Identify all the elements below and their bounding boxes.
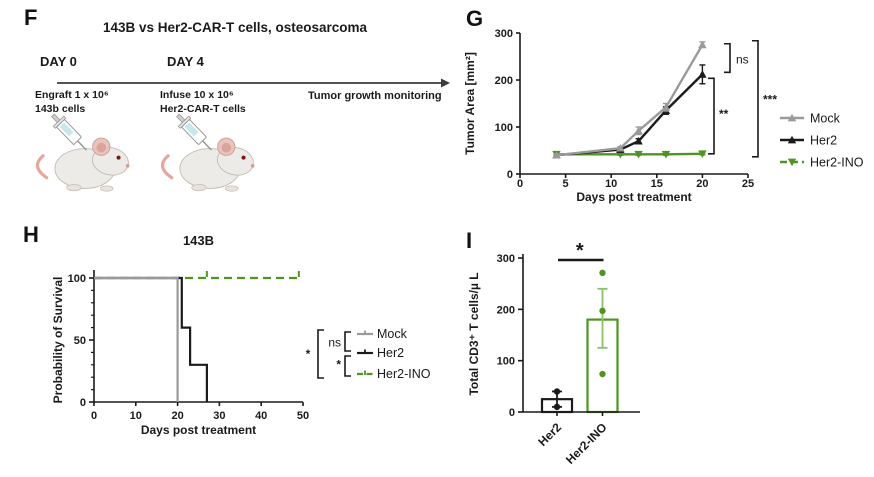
svg-text:0: 0 [80,397,86,409]
arrowhead-icon [441,78,450,88]
i-significance: * [558,240,604,262]
h-series-Her2 [94,276,208,402]
engraft-note-line2: 143b cells [35,102,86,115]
svg-text:Probability of Survival: Probability of Survival [51,277,65,404]
svg-text:0: 0 [507,169,513,181]
panel-g-label: G [466,6,484,31]
g-significance: ns***** [708,39,777,158]
svg-text:25: 25 [742,178,754,190]
svg-text:Mock: Mock [810,112,841,126]
mouse-illustration-day4 [160,110,258,193]
svg-text:Days post treatment: Days post treatment [576,190,691,204]
h-series-Mock [94,276,179,402]
svg-text:Her2-INO: Her2-INO [563,420,610,467]
svg-text:20: 20 [696,178,708,190]
svg-text:*: * [336,358,341,372]
infuse-note-line1: Infuse 10 x 10⁶ [160,89,234,101]
svg-text:200: 200 [497,304,515,316]
svg-text:100: 100 [497,356,515,368]
survival-chart: 143B 0 10 20 30 40 50 0 50 100 Days post treatment… [51,233,431,437]
svg-text:***: *** [763,92,777,106]
svg-text:0: 0 [91,410,97,422]
svg-text:20: 20 [171,410,183,422]
svg-text:10: 10 [605,178,617,190]
timeline-day0-label: DAY 0 [40,54,77,69]
svg-text:Her2-INO: Her2-INO [810,156,864,170]
svg-text:10: 10 [130,410,142,422]
svg-text:15: 15 [651,178,663,190]
svg-text:300: 300 [495,28,513,40]
svg-text:*: * [576,240,584,262]
svg-text:50: 50 [297,410,309,422]
h-title: 143B [183,233,214,248]
svg-text:200: 200 [495,75,513,87]
mouse-illustration-day0 [35,110,133,193]
svg-text:100: 100 [68,273,86,285]
panel-h-label: H [23,222,39,247]
cd3-count-chart: 0 100 200 300 Total CD3⁺ T cells/µ L Her2Her2… [467,240,640,467]
svg-text:Her2: Her2 [535,420,564,449]
panel-f-label: F [24,5,38,30]
monitoring-note: Tumor growth monitoring [308,90,442,102]
svg-text:40: 40 [255,410,267,422]
h-series-Her2-INO [94,271,300,280]
svg-text:ns: ns [736,53,749,67]
svg-text:100: 100 [495,122,513,134]
svg-text:0: 0 [517,178,523,190]
svg-text:5: 5 [563,178,569,190]
g-axes: 0 5 10 15 20 25 0 100 200 300 Days post treatment T… [463,28,754,204]
svg-text:300: 300 [497,253,515,265]
svg-text:**: ** [719,107,729,121]
g-series-Mock [552,40,707,159]
engraft-note: Engraft 1 x 10⁶ 143b cells [35,89,109,116]
svg-text:Her2-INO: Her2-INO [377,367,431,381]
i-bars [540,269,619,414]
infuse-note-line2: Her2-CAR-T cells [160,102,246,115]
infuse-note: Infuse 10 x 10⁶ Her2-CAR-T cells [160,89,246,116]
engraft-note-line1: Engraft 1 x 10⁶ [35,89,109,101]
svg-text:Her2: Her2 [810,134,837,148]
svg-text:Mock: Mock [377,327,408,341]
panel-i-label: I [466,228,473,253]
svg-text:Days post treatment: Days post treatment [141,423,256,437]
tumor-growth-chart: 0 5 10 15 20 25 0 100 200 300 Days post treatment T… [463,28,864,204]
timeline-arrow [57,78,450,88]
svg-text:ns: ns [328,336,341,350]
svg-text:*: * [306,347,311,361]
h-axes: 0 10 20 30 40 50 0 50 100 Days post treatment Prob… [51,270,309,437]
svg-text:Total CD3⁺ T cells/µ L: Total CD3⁺ T cells/µ L [467,272,481,395]
svg-text:0: 0 [509,407,515,419]
h-legend: Mock Her2 Her2-INO [357,327,431,381]
g-legend: Mock Her2 Her2-INO [780,112,864,170]
experiment-title: 143B vs Her2-CAR-T cells, osteosarcoma [102,20,368,35]
svg-text:30: 30 [213,410,225,422]
svg-text:Her2: Her2 [377,346,404,360]
timeline-day4-label: DAY 4 [167,54,204,69]
h-significance: * ns * [306,329,351,379]
svg-text:50: 50 [74,335,86,347]
svg-text:Tumor Area [mm²]: Tumor Area [mm²] [463,52,477,155]
